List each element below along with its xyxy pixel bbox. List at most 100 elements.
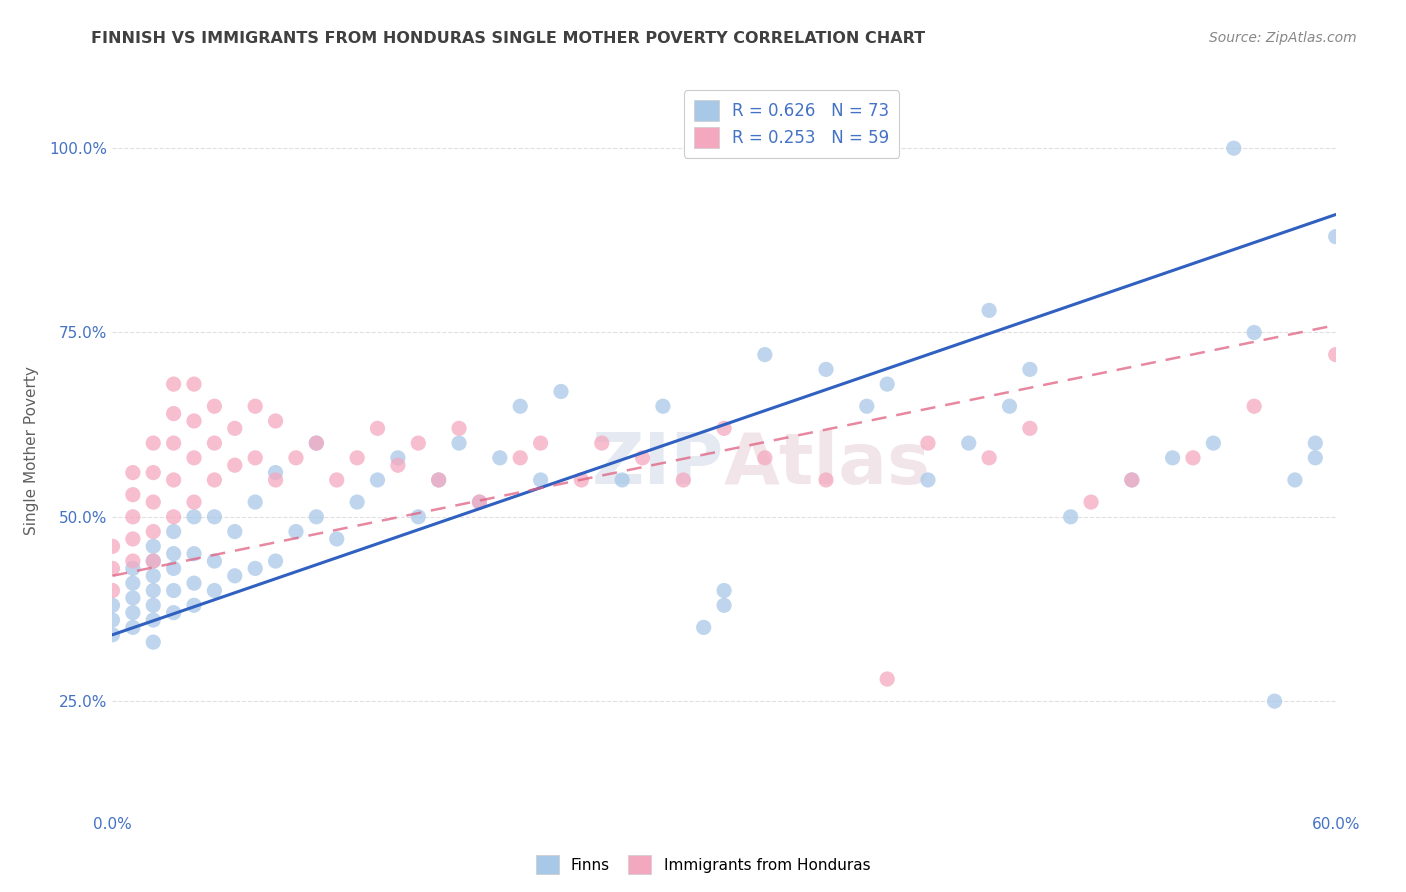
Point: [142, 466, 165, 480]
Point: [509, 450, 531, 465]
Point: [366, 473, 388, 487]
Point: [815, 473, 838, 487]
Point: [163, 547, 186, 561]
Point: [101, 613, 124, 627]
Point: [1161, 450, 1184, 465]
Point: [876, 377, 898, 392]
Point: [204, 554, 226, 568]
Point: [509, 399, 531, 413]
Point: [1264, 694, 1286, 708]
Point: [122, 554, 145, 568]
Point: [245, 399, 267, 413]
Point: [917, 436, 939, 450]
Point: [529, 436, 551, 450]
Point: [408, 436, 430, 450]
Point: [631, 450, 654, 465]
Text: FINNISH VS IMMIGRANTS FROM HONDURAS SINGLE MOTHER POVERTY CORRELATION CHART: FINNISH VS IMMIGRANTS FROM HONDURAS SING…: [91, 31, 925, 46]
Point: [122, 606, 145, 620]
Point: [183, 495, 205, 509]
Point: [1202, 436, 1225, 450]
Point: [346, 495, 368, 509]
Point: [326, 473, 349, 487]
Point: [163, 436, 186, 450]
Point: [1243, 399, 1265, 413]
Point: [754, 348, 776, 362]
Point: [224, 524, 246, 539]
Point: [489, 450, 512, 465]
Point: [917, 473, 939, 487]
Point: [101, 561, 124, 575]
Text: Atlas: Atlas: [724, 431, 931, 500]
Point: [204, 583, 226, 598]
Point: [142, 524, 165, 539]
Point: [163, 606, 186, 620]
Point: [305, 436, 328, 450]
Point: [305, 509, 328, 524]
Point: [998, 399, 1021, 413]
Point: [713, 421, 735, 435]
Point: [326, 532, 349, 546]
Text: ZIP: ZIP: [592, 431, 724, 500]
Point: [122, 466, 145, 480]
Point: [122, 509, 145, 524]
Point: [387, 458, 409, 473]
Point: [1243, 326, 1265, 340]
Point: [245, 495, 267, 509]
Point: [264, 473, 287, 487]
Point: [305, 436, 328, 450]
Point: [571, 473, 593, 487]
Point: [163, 583, 186, 598]
Point: [447, 436, 470, 450]
Point: [284, 524, 308, 539]
Point: [245, 450, 267, 465]
Point: [264, 466, 287, 480]
Point: [183, 377, 205, 392]
Point: [142, 599, 165, 613]
Point: [1305, 450, 1327, 465]
Point: [163, 524, 186, 539]
Point: [122, 620, 145, 634]
Y-axis label: Single Mother Poverty: Single Mother Poverty: [24, 366, 38, 535]
Point: [142, 554, 165, 568]
Point: [183, 450, 205, 465]
Legend: Finns, Immigrants from Honduras: Finns, Immigrants from Honduras: [530, 849, 876, 880]
Point: [1121, 473, 1143, 487]
Point: [122, 488, 145, 502]
Point: [204, 509, 226, 524]
Point: [427, 473, 450, 487]
Point: [224, 569, 246, 583]
Point: [957, 436, 980, 450]
Point: [122, 532, 145, 546]
Point: [468, 495, 491, 509]
Point: [713, 599, 735, 613]
Point: [163, 377, 186, 392]
Point: [610, 473, 633, 487]
Point: [1223, 141, 1246, 155]
Point: [101, 628, 124, 642]
Point: [163, 473, 186, 487]
Point: [122, 561, 145, 575]
Point: [183, 576, 205, 591]
Point: [183, 414, 205, 428]
Legend: R = 0.626   N = 73, R = 0.253   N = 59: R = 0.626 N = 73, R = 0.253 N = 59: [683, 90, 898, 158]
Point: [346, 450, 368, 465]
Point: [101, 583, 124, 598]
Point: [142, 635, 165, 649]
Point: [101, 539, 124, 553]
Point: [1324, 229, 1347, 244]
Point: [979, 303, 1001, 318]
Point: [1284, 473, 1306, 487]
Point: [815, 362, 838, 376]
Point: [204, 436, 226, 450]
Point: [855, 399, 877, 413]
Point: [284, 450, 308, 465]
Point: [142, 495, 165, 509]
Point: [672, 473, 695, 487]
Point: [713, 583, 735, 598]
Point: [1324, 348, 1347, 362]
Point: [1121, 473, 1143, 487]
Point: [142, 569, 165, 583]
Point: [468, 495, 491, 509]
Point: [142, 436, 165, 450]
Text: Source: ZipAtlas.com: Source: ZipAtlas.com: [1209, 31, 1357, 45]
